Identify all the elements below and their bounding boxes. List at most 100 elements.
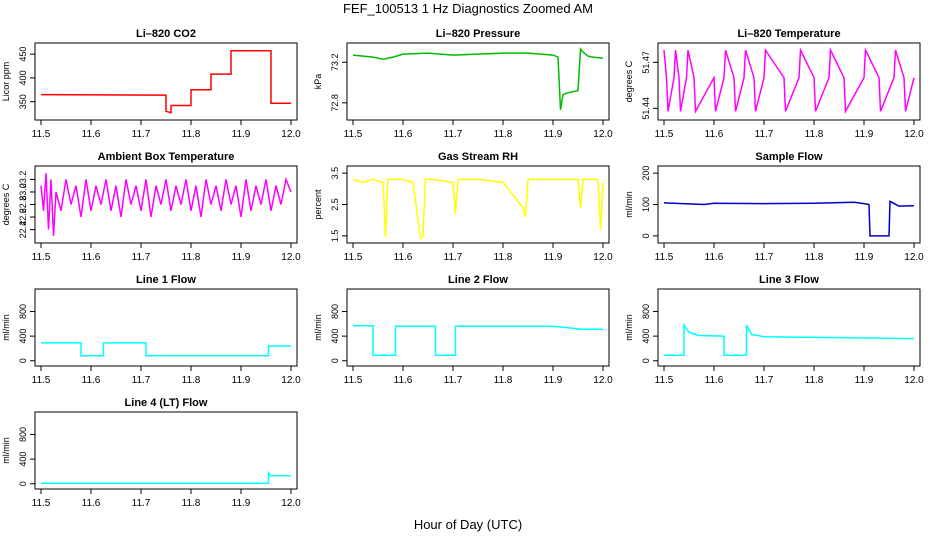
x-tick-label: 11.6 xyxy=(705,375,724,386)
y-tick-label: 22.4 xyxy=(18,221,28,239)
y-tick-label: 0 xyxy=(18,358,28,363)
x-tick-label: 11.8 xyxy=(805,375,824,386)
x-tick-label: 11.5 xyxy=(655,375,674,386)
y-tick-label: 73.2 xyxy=(330,53,340,71)
x-tick-label: 12.0 xyxy=(593,129,613,140)
x-tick-label: 11.5 xyxy=(32,129,51,140)
x-tick-label: 11.7 xyxy=(132,129,151,140)
y-axis-label: ml/min xyxy=(1,314,11,341)
x-tick-label: 11.5 xyxy=(344,252,363,263)
y-tick-label: 23.0 xyxy=(18,183,28,201)
x-tick-label: 11.5 xyxy=(32,375,51,386)
x-tick-label: 11.5 xyxy=(344,129,363,140)
x-tick-label: 11.8 xyxy=(805,252,824,263)
chart-title: Sample Flow xyxy=(755,151,823,163)
series-line xyxy=(353,324,603,356)
plot-frame xyxy=(657,42,921,121)
chart-title: Line 2 Flow xyxy=(448,274,508,286)
y-tick-label: 23.2 xyxy=(18,171,28,189)
plot-frame xyxy=(34,165,298,244)
chart-panel: Ambient Box Temperature degrees C 11.5 11.6… xyxy=(1,151,301,263)
plot-frame xyxy=(346,288,610,367)
x-tick-label: 11.6 xyxy=(82,252,101,263)
chart-title: Li–820 CO2 xyxy=(136,28,196,40)
x-tick-label: 11.7 xyxy=(132,375,151,386)
x-tick-label: 11.8 xyxy=(494,252,513,263)
y-tick-label: 800 xyxy=(641,304,651,319)
x-tick-label: 11.7 xyxy=(755,375,774,386)
chart-panel: Li–820 Temperature degrees C 11.5 11.6 11.7 1… xyxy=(624,28,924,140)
x-tick-label: 11.5 xyxy=(344,375,363,386)
x-tick-label: 11.8 xyxy=(182,498,201,509)
y-tick-label: 400 xyxy=(18,70,28,85)
x-tick-label: 11.7 xyxy=(132,252,151,263)
chart-panel: Gas Stream RH percent 11.5 11.6 11.7 11.8 11.9… xyxy=(313,151,613,263)
y-tick-label: 0 xyxy=(330,358,340,363)
plot-frame xyxy=(346,42,610,121)
x-tick-label: 11.8 xyxy=(494,375,513,386)
series-line xyxy=(41,470,291,484)
x-tick-label: 11.7 xyxy=(132,498,151,509)
x-tick-label: 11.9 xyxy=(232,129,251,140)
x-tick-label: 11.5 xyxy=(32,252,51,263)
chart-panel: Line 1 Flow ml/min 11.5 11.6 11.7 11.8 11.9 12.… xyxy=(1,274,301,386)
y-tick-label: 400 xyxy=(330,329,340,344)
y-tick-label: 200 xyxy=(641,166,651,181)
series-line xyxy=(663,200,915,237)
y-axis-label: Licor ppm xyxy=(1,62,11,102)
y-axis-label: percent xyxy=(313,189,323,220)
x-tick-label: 11.7 xyxy=(755,129,774,140)
y-tick-label: 400 xyxy=(641,329,651,344)
chart-panel: Line 4 (LT) Flow ml/min 11.5 11.6 11.7 11.8 11… xyxy=(1,397,301,509)
x-tick-label: 11.9 xyxy=(232,375,251,386)
x-tick-label: 11.9 xyxy=(855,375,874,386)
x-axis-title: Hour of Day (UTC) xyxy=(413,517,523,532)
x-tick-label: 11.7 xyxy=(444,252,463,263)
series-line xyxy=(40,50,291,114)
page-title: FEF_100513 1 Hz Diagnostics Zoomed AM xyxy=(342,1,593,16)
x-tick-label: 12.0 xyxy=(593,375,613,386)
y-tick-label: 100 xyxy=(641,197,651,212)
chart-title: Line 3 Flow xyxy=(759,274,819,286)
y-tick-label: 800 xyxy=(18,427,28,442)
x-tick-label: 12.0 xyxy=(281,252,301,263)
x-tick-label: 12.0 xyxy=(281,375,301,386)
x-tick-label: 11.8 xyxy=(805,129,824,140)
y-tick-label: 400 xyxy=(18,329,28,344)
x-tick-label: 11.8 xyxy=(182,375,201,386)
x-tick-label: 11.9 xyxy=(544,252,563,263)
x-tick-label: 12.0 xyxy=(904,252,924,263)
y-tick-label: 1.5 xyxy=(330,230,340,243)
x-tick-label: 11.6 xyxy=(82,375,101,386)
y-tick-label: 0 xyxy=(18,481,28,486)
x-tick-label: 12.0 xyxy=(281,129,301,140)
y-axis-label: ml/min xyxy=(313,314,323,341)
x-tick-label: 11.8 xyxy=(182,129,201,140)
x-tick-label: 11.8 xyxy=(182,252,201,263)
chart-panel: Line 3 Flow ml/min 11.5 11.6 11.7 11.8 11.9 12.… xyxy=(624,274,924,386)
y-tick-label: 400 xyxy=(18,452,28,467)
x-tick-label: 11.5 xyxy=(655,129,674,140)
x-tick-label: 12.0 xyxy=(593,252,613,263)
y-tick-label: 3.5 xyxy=(330,167,340,180)
series-line xyxy=(663,47,915,115)
y-tick-label: 0 xyxy=(641,358,651,363)
plot-frame xyxy=(34,288,298,367)
x-tick-label: 11.5 xyxy=(32,498,51,509)
y-tick-label: 22.6 xyxy=(18,208,28,226)
y-tick-label: 800 xyxy=(18,304,28,319)
x-tick-label: 11.5 xyxy=(655,252,674,263)
series-line xyxy=(41,342,291,357)
x-tick-label: 11.8 xyxy=(494,129,513,140)
x-tick-label: 11.6 xyxy=(82,498,101,509)
plot-frame xyxy=(657,288,921,367)
x-tick-label: 12.0 xyxy=(904,375,924,386)
chart-title: Line 4 (LT) Flow xyxy=(125,397,208,409)
chart-title: Li–820 Pressure xyxy=(436,28,520,40)
x-tick-label: 11.6 xyxy=(394,375,413,386)
x-tick-label: 11.7 xyxy=(755,252,774,263)
x-tick-label: 11.9 xyxy=(232,252,251,263)
y-tick-label: 0 xyxy=(641,233,651,238)
x-tick-label: 11.9 xyxy=(855,129,874,140)
